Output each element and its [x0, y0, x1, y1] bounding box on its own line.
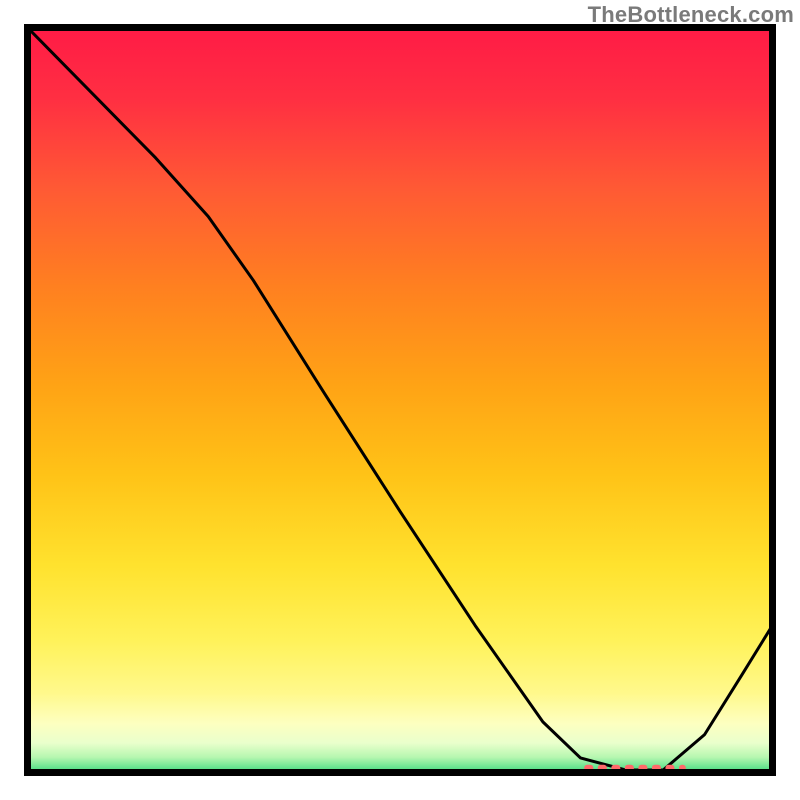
valley-marker-dash [638, 765, 647, 773]
valley-marker-dash [625, 765, 634, 773]
bottleneck-curve [24, 24, 776, 776]
valley-marker-dash [598, 765, 607, 773]
watermark-text: TheBottleneck.com [588, 2, 794, 28]
valley-marker-dash [652, 765, 661, 773]
valley-marker-dash [679, 765, 686, 773]
valley-marker-dash [611, 765, 620, 773]
chart-plot-area [24, 24, 776, 776]
valley-marker-dash [584, 765, 593, 773]
valley-marker-dash [665, 765, 674, 773]
curve-path [24, 24, 776, 770]
